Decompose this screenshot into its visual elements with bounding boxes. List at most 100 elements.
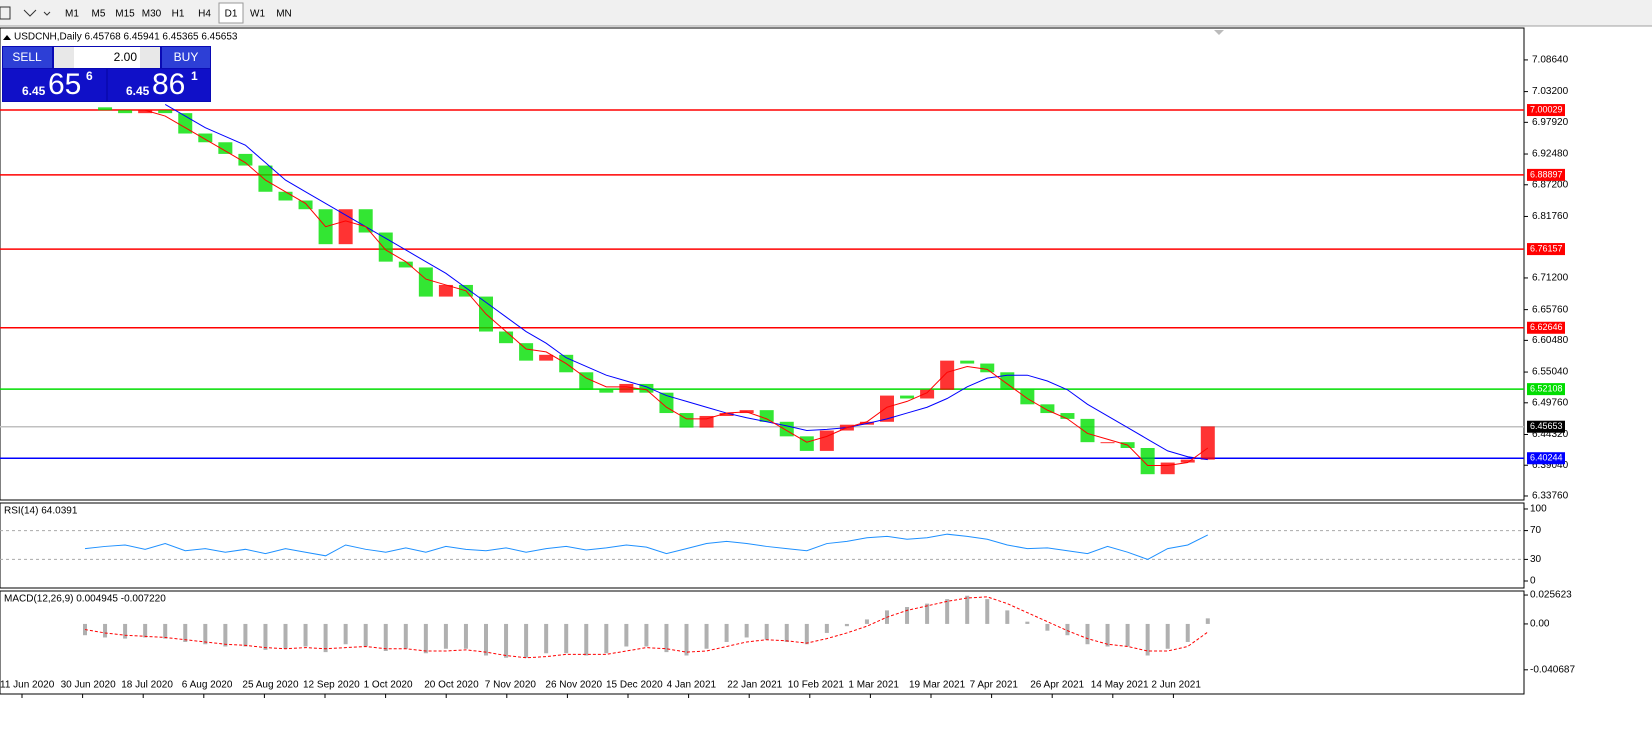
macd-bar [604, 623, 609, 654]
timeframe-button[interactable]: MN [276, 9, 292, 20]
timeframe-button[interactable]: H4 [198, 9, 211, 20]
timeframe-button[interactable]: W1 [250, 9, 265, 20]
macd-bar [403, 623, 408, 649]
timeframe-button[interactable]: M15 [115, 9, 135, 20]
candle [218, 142, 233, 154]
candle [639, 383, 654, 393]
candle [338, 209, 353, 245]
sell-label: SELL [12, 50, 42, 64]
y-tick-label: 6.44320 [1532, 429, 1569, 440]
macd-panel [0, 590, 1525, 695]
candle [98, 107, 113, 111]
price-label-bg [1527, 321, 1565, 334]
timeframe-button[interactable]: M1 [65, 9, 79, 20]
macd-bar [1005, 610, 1010, 624]
x-tick-label: 1 Oct 2020 [364, 680, 413, 691]
y-tick-label: 70 [1530, 525, 1542, 536]
macd-bar [1045, 623, 1050, 631]
macd-bar [704, 623, 709, 649]
macd-bar [1185, 623, 1190, 642]
timeframe-label: M30 [142, 9, 162, 20]
candle [799, 436, 814, 451]
macd-bar [724, 623, 729, 642]
price-label: 6.88897 [1530, 169, 1563, 179]
candle [699, 415, 714, 428]
ask-box[interactable] [108, 69, 210, 101]
y-tick-label: 6.97920 [1532, 117, 1569, 128]
y-tick-label: 6.92480 [1532, 149, 1569, 160]
timeframe-button[interactable]: M30 [142, 9, 162, 20]
candle [900, 395, 915, 399]
macd-bar [463, 623, 468, 649]
price-label-bg [1527, 243, 1565, 256]
macd-bar [844, 623, 849, 627]
x-tick-label: 1 Mar 2021 [848, 680, 899, 691]
timeframe-active [218, 2, 244, 24]
macd-bar [664, 623, 669, 653]
x-tick-label: 14 May 2021 [1091, 680, 1149, 691]
macd-bar [363, 623, 368, 647]
buy-button[interactable] [162, 47, 210, 68]
x-tick-label: 11 Jun 2020 [0, 680, 55, 691]
macd-bar [423, 623, 428, 654]
y-tick-label: 0.025623 [1530, 590, 1572, 601]
candle [940, 360, 955, 390]
plot-layer: 7.08640 7.03200 6.97920 6.92480 6.87200 6.817… [0, 55, 1575, 698]
y-tick-label: 6.60480 [1532, 335, 1569, 346]
macd-bar [544, 623, 549, 654]
macd-bar [263, 623, 268, 650]
macd-bar [1165, 623, 1170, 649]
tool-icon[interactable] [23, 9, 51, 17]
timeframe-button[interactable]: H1 [172, 9, 185, 20]
lot-down[interactable] [54, 47, 74, 68]
price-label: 6.76157 [1530, 243, 1563, 253]
x-tick-label: 15 Dec 2020 [606, 680, 663, 691]
x-tick-label: 26 Apr 2021 [1030, 680, 1084, 691]
candle [759, 410, 774, 422]
macd-bar [163, 623, 168, 639]
macd-bar [183, 623, 188, 642]
bid-box[interactable] [3, 69, 106, 101]
macd-bar [784, 623, 789, 642]
macd-bar [443, 623, 448, 649]
y-tick-label: 0.00 [1530, 619, 1550, 630]
sell-button[interactable] [3, 47, 52, 68]
timeframe-label: MN [276, 9, 292, 20]
ask-frac: 1 [191, 69, 198, 83]
timeframe-button[interactable]: M5 [92, 9, 106, 20]
timeframe-label: D1 [225, 9, 238, 20]
candle [378, 232, 393, 262]
x-tick-label: 2 Jun 2021 [1151, 680, 1201, 691]
macd-bar [323, 623, 328, 653]
candle [1060, 413, 1075, 419]
tool-icon[interactable] [0, 6, 11, 20]
lot-up[interactable] [140, 47, 160, 68]
macd-bar [985, 599, 990, 624]
candle [158, 110, 173, 114]
candle [1140, 447, 1155, 475]
y-tick-label: 6.33760 [1532, 491, 1569, 502]
y-tick-label: 6.71200 [1532, 273, 1569, 284]
x-tick-label: 30 Jun 2020 [61, 680, 116, 691]
macd-bar [945, 599, 950, 624]
price-label-bg [1527, 452, 1565, 465]
x-tick-label: 4 Jan 2021 [667, 680, 717, 691]
macd-bar [123, 623, 128, 639]
macd-bar [804, 623, 809, 645]
candle [1040, 404, 1055, 414]
x-tick-label: 25 Aug 2020 [242, 680, 299, 691]
candle [920, 389, 935, 399]
macd-bar [564, 623, 569, 654]
price-label: 6.52108 [1530, 384, 1563, 394]
lot-field[interactable] [74, 47, 140, 68]
y-tick-label: 7.08640 [1532, 55, 1569, 66]
timeframe-button[interactable]: D1 [218, 2, 244, 24]
y-tick-label: 6.65760 [1532, 304, 1569, 315]
y-tick-label: 7.03200 [1532, 86, 1569, 97]
macd-bar [1105, 623, 1110, 647]
candle [519, 343, 534, 361]
candle [619, 383, 634, 393]
timeframe-label: M1 [65, 9, 79, 20]
toolbar [0, 0, 1652, 26]
